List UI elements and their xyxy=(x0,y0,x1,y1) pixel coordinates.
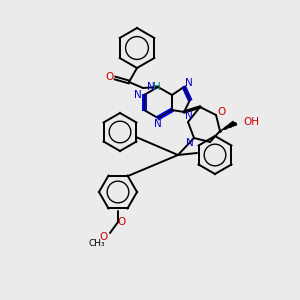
Text: N: N xyxy=(147,82,155,92)
Polygon shape xyxy=(220,121,237,131)
Text: O: O xyxy=(106,72,114,82)
Text: N: N xyxy=(134,90,142,100)
Text: N: N xyxy=(185,78,193,88)
Text: CH₃: CH₃ xyxy=(89,238,105,247)
Text: OH: OH xyxy=(243,117,259,127)
Text: O: O xyxy=(218,107,226,117)
Text: N: N xyxy=(186,138,194,148)
Text: O: O xyxy=(118,217,126,227)
Text: N: N xyxy=(154,119,162,129)
Text: O: O xyxy=(100,232,108,242)
Text: H: H xyxy=(153,82,161,92)
Text: N: N xyxy=(185,111,193,121)
